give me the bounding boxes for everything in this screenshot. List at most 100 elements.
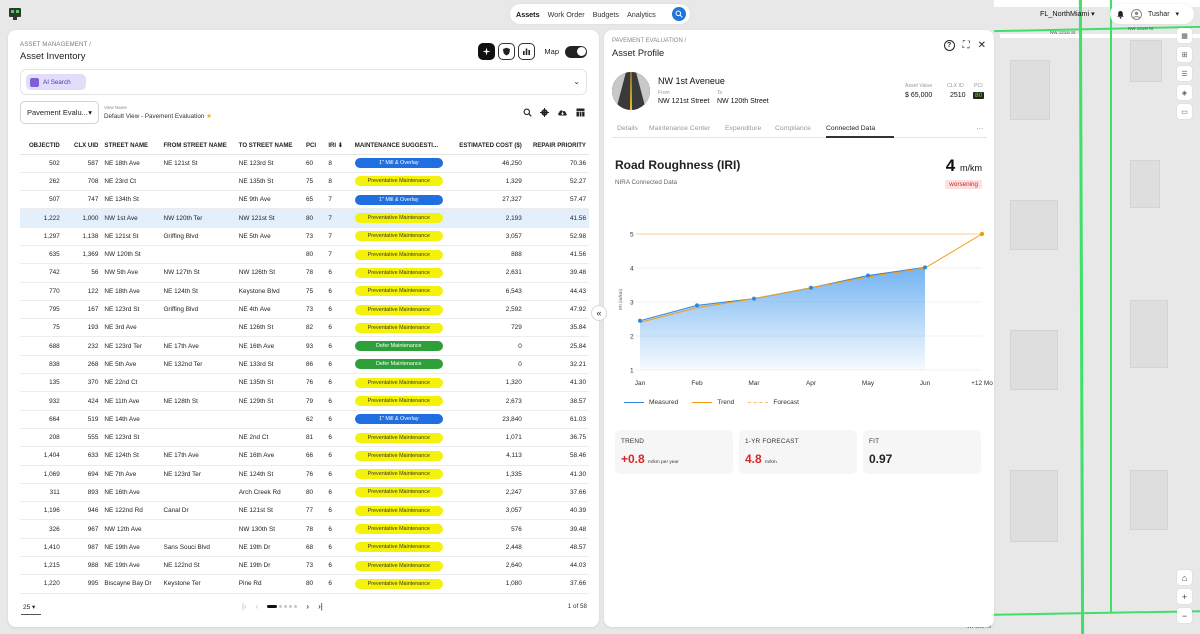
dataset-select[interactable]: Pavement Evalu... ▾ [20,101,99,124]
table-row[interactable]: 326 967 NW 12th Ave NW 130th St 78 6 Preventat… [20,519,589,539]
metric-number: 4 [945,156,956,175]
user-name: Tushar [1148,10,1170,18]
table-row[interactable]: 208 555 NE 123rd St NE 2nd Ct 81 6 Preventativ… [20,428,589,448]
table-row[interactable]: 1,215 988 NE 19th Ave NE 122nd St NE 19th Dr… [20,556,589,576]
nav-budgets[interactable]: Budgets [592,9,619,19]
tab-maintenance-center[interactable]: Maintenance Center [649,125,711,132]
table-row[interactable]: 795 167 NE 123rd St Griffing Blvd NE 4th Ave… [20,300,589,320]
help-icon[interactable]: ? [943,40,955,51]
star-icon[interactable]: ★ [206,113,212,120]
zoom-in-icon[interactable]: + [1177,589,1192,604]
table-row[interactable]: 135 370 NE 22nd Ct NE 135th St 76 6 Preventati… [20,373,589,393]
col-clx-uid[interactable]: CLX UID [62,137,102,155]
prev-page-icon[interactable]: ‹ [255,602,259,611]
tab-connected-data[interactable]: Connected Data [826,125,876,132]
col-pci[interactable]: PCI [302,137,326,155]
x-tick-label: +12 Mo [971,380,993,387]
list-icon[interactable]: ☰ [1177,66,1192,81]
map-toggle[interactable] [565,45,587,58]
col-cost[interactable]: ESTIMATED COST ($) [449,137,525,155]
bell-icon[interactable] [1116,10,1125,19]
table-row[interactable]: 1,069 694 NE 7th Ave NE 123rd Ter NE 124th S… [20,465,589,484]
table-row[interactable]: 1,404 633 NE 124th St NE 17th Ave NE 16th Av… [20,446,589,466]
home-icon[interactable]: ⌂ [1177,570,1192,585]
shield-button[interactable] [498,43,516,60]
search-icon[interactable] [523,108,532,117]
cell-cost: 0 [449,355,525,375]
layers-icon[interactable]: ◈ [1177,85,1192,100]
table-row[interactable]: 1,196 946 NE 122nd Rd Canal Dr NE 121st St 77… [20,501,589,521]
chevron-down-icon[interactable]: ⌄ [573,77,580,86]
col-objectid[interactable]: OBJECTID [20,137,63,155]
collapse-panel-icon[interactable]: « [591,305,607,321]
cell-pci: 76 [302,465,326,484]
app-logo-icon[interactable] [7,5,23,21]
search-icon[interactable] [672,7,686,21]
view-name-select[interactable]: Default View - Pavement Evaluation ★ [104,113,212,120]
gear-icon[interactable] [540,108,549,117]
col-from-street[interactable]: FROM STREET NAME [160,137,236,155]
breadcrumb[interactable]: ASSET MANAGEMENT / [20,42,92,48]
from-label: From [658,90,670,96]
nav-analytics[interactable]: Analytics [626,9,656,19]
table-row[interactable]: 838 268 NE 5th Ave NE 132nd Ter NE 133rd St 8… [20,355,589,375]
last-page-icon[interactable]: ›| [318,602,323,611]
cell-to-street: Arch Creek Rd [235,483,303,503]
table-row[interactable]: 664 519 NE 14th Ave 62 6 1" Mill & Overlay 23,… [20,410,589,429]
table-row[interactable]: 502 587 NE 18th Ave NE 121st St NE 123rd St 6… [20,154,589,173]
nav-assets[interactable]: Assets [516,9,540,19]
ai-search-button[interactable]: AI Search [26,74,86,90]
table-row[interactable]: 311 893 NE 16th Ave Arch Creek Rd 80 6 Prevent… [20,483,589,503]
table-row[interactable]: 1,222 1,000 NW 1st Ave NW 120th Ter NW 121st… [20,208,589,228]
page-size-select[interactable]: 25 ▾ [20,604,42,615]
tab-expenditure[interactable]: Expenditure [725,125,762,132]
cell-clx-uid: 122 [62,282,102,301]
table-columns-icon[interactable] [576,108,585,117]
tenant-selector[interactable]: FL_NorthMiami ▾ [1040,9,1095,18]
chart-button[interactable] [518,43,536,60]
cloud-download-icon[interactable] [557,108,568,117]
nav-work-order[interactable]: Work Order [547,9,585,19]
zoom-out-icon[interactable]: − [1177,608,1192,623]
cell-street-name: NE 7th Ave [101,465,161,484]
col-priority[interactable]: REPAIR PRIORITY [524,137,589,155]
col-iri[interactable]: IRI ⬇ [325,137,352,155]
col-maintenance[interactable]: MAINTENANCE SUGGESTI... [351,137,450,155]
breadcrumb[interactable]: PAVEMENT EVALUATION / [612,38,687,44]
grid-icon[interactable]: ⊞ [1177,47,1192,62]
expand-icon[interactable]: ⛶ [962,40,970,51]
table-row[interactable]: 75 193 NE 3rd Ave NE 126th St 82 6 Preventativ… [20,318,589,338]
tab-details[interactable]: Details [617,125,638,132]
calendar-icon[interactable]: ▦ [1177,28,1192,43]
table-row[interactable]: 262 708 NE 23rd Ct NE 135th St 75 8 Preventati… [20,172,589,192]
vr-icon[interactable]: ▭ [1177,104,1192,119]
table-row[interactable]: 1,220 995 Biscayne Bay Dr Keystone Ter Pine … [20,574,589,594]
next-page-icon[interactable]: › [306,602,310,611]
tab-compliance[interactable]: Compliance [775,125,811,132]
sort-desc-icon[interactable]: ⬇ [337,141,343,149]
cell-from-street: NE 121st St [160,154,236,173]
table-row[interactable]: 507 747 NE 134th St NE 9th Ave 65 7 1" Mill & … [20,190,589,210]
road-thumbnail [612,72,650,110]
cell-pci: 75 [302,172,326,192]
cell-cost: 27,327 [449,190,525,210]
shield-icon [503,47,511,56]
cell-from-street [160,519,236,539]
ai-sparkle-button[interactable] [478,43,496,60]
table-row[interactable]: 1,410 987 NE 19th Ave Sans Souci Blvd NE 19t… [20,538,589,558]
more-options-icon[interactable]: ⋯ [976,126,983,133]
table-row[interactable]: 932 424 NE 11th Ave NE 128th St NE 129th St 7… [20,391,589,411]
cell-cost: 1,329 [449,172,525,192]
table-row[interactable]: 770 122 NE 18th Ave NE 124th St Keystone Blv… [20,282,589,301]
col-to-street[interactable]: TO STREET NAME [235,137,303,155]
user-menu[interactable]: Tushar ▾ [1110,4,1194,24]
close-icon[interactable]: ✕ [977,40,986,51]
ai-search-bar[interactable]: AI Search ⌄ [20,69,587,95]
table-row[interactable]: 688 232 NE 123rd Ter NE 17th Ave NE 16th Ave… [20,336,589,356]
table-row[interactable]: 1,297 1,138 NE 121st St Griffing Blvd NE 5th… [20,227,589,246]
col-street-name[interactable]: STREET NAME [101,137,161,155]
maintenance-badge: Defer Maintenance [354,341,443,352]
first-page-icon[interactable]: |‹ [242,602,247,611]
table-row[interactable]: 635 1,369 NW 120th St 80 7 Preventative Maint… [20,245,589,265]
table-row[interactable]: 742 56 NW 5th Ave NW 127th St NW 126th St 78 6… [20,263,589,283]
